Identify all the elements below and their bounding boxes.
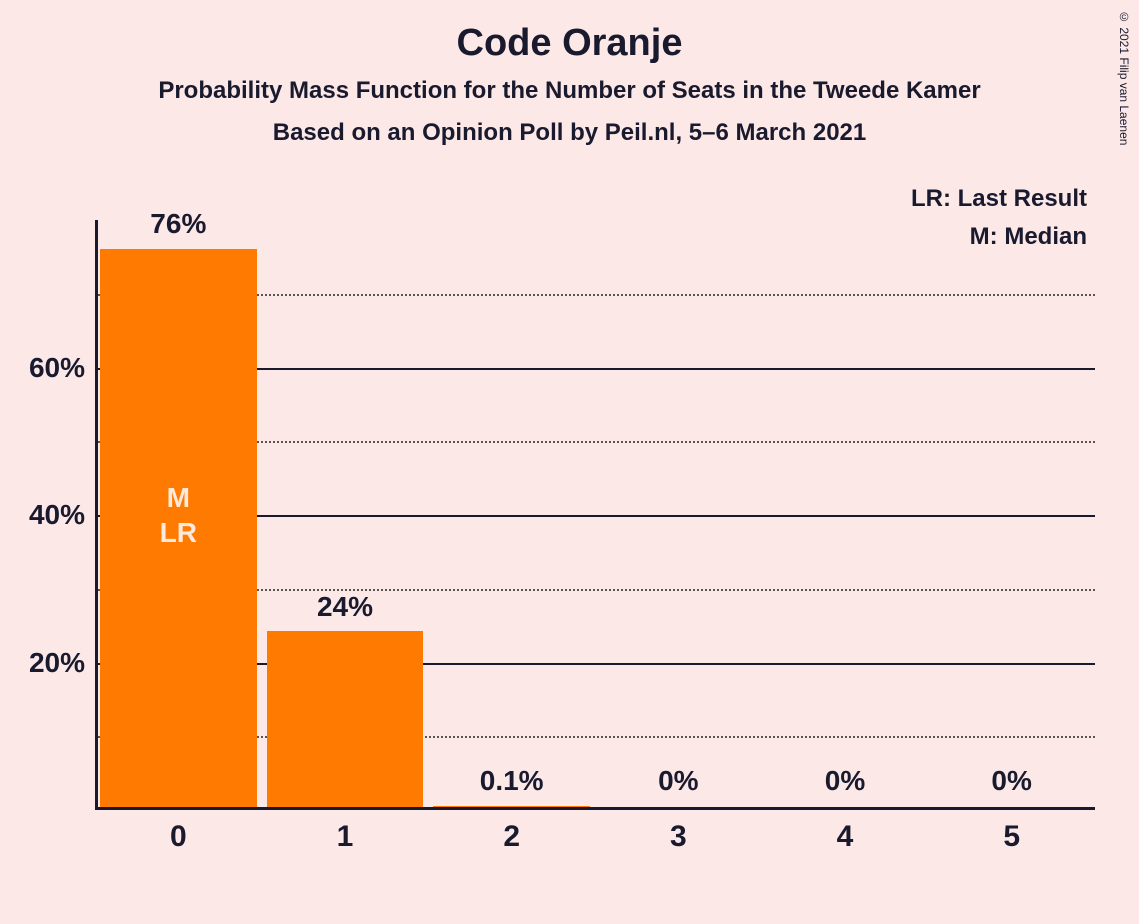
chart-subtitle-2: Based on an Opinion Poll by Peil.nl, 5–6…	[0, 119, 1139, 147]
y-tick-label: 20%	[0, 647, 85, 679]
bar-value-label: 0%	[658, 765, 698, 797]
x-tick-label: 4	[837, 820, 854, 854]
bar-value-label: 0%	[991, 765, 1031, 797]
bar	[267, 631, 424, 807]
bar-value-label: 24%	[317, 591, 373, 623]
x-tick-label: 2	[503, 820, 520, 854]
y-tick-label: 40%	[0, 499, 85, 531]
chart-title: Code Oranje	[0, 0, 1139, 65]
pmf-bar-chart: LR: Last Result M: Median 20%40%60%76%02…	[95, 220, 1095, 810]
y-tick-label: 60%	[0, 352, 85, 384]
bar	[433, 806, 590, 807]
plot-area: 20%40%60%76%024%10.1%20%30%40%5MLR	[95, 220, 1095, 810]
x-tick-label: 0	[170, 820, 187, 854]
in-bar-annotation: MLR	[160, 480, 197, 550]
bar-value-label: 0.1%	[480, 765, 544, 797]
legend-lr: LR: Last Result	[911, 180, 1087, 218]
bar-value-label: 0%	[825, 765, 865, 797]
x-tick-label: 1	[337, 820, 354, 854]
copyright-text: © 2021 Filip van Laenen	[1117, 10, 1131, 145]
bar-value-label: 76%	[150, 208, 206, 240]
x-tick-label: 5	[1003, 820, 1020, 854]
x-tick-label: 3	[670, 820, 687, 854]
chart-subtitle-1: Probability Mass Function for the Number…	[0, 77, 1139, 105]
x-axis-line	[95, 807, 1095, 810]
